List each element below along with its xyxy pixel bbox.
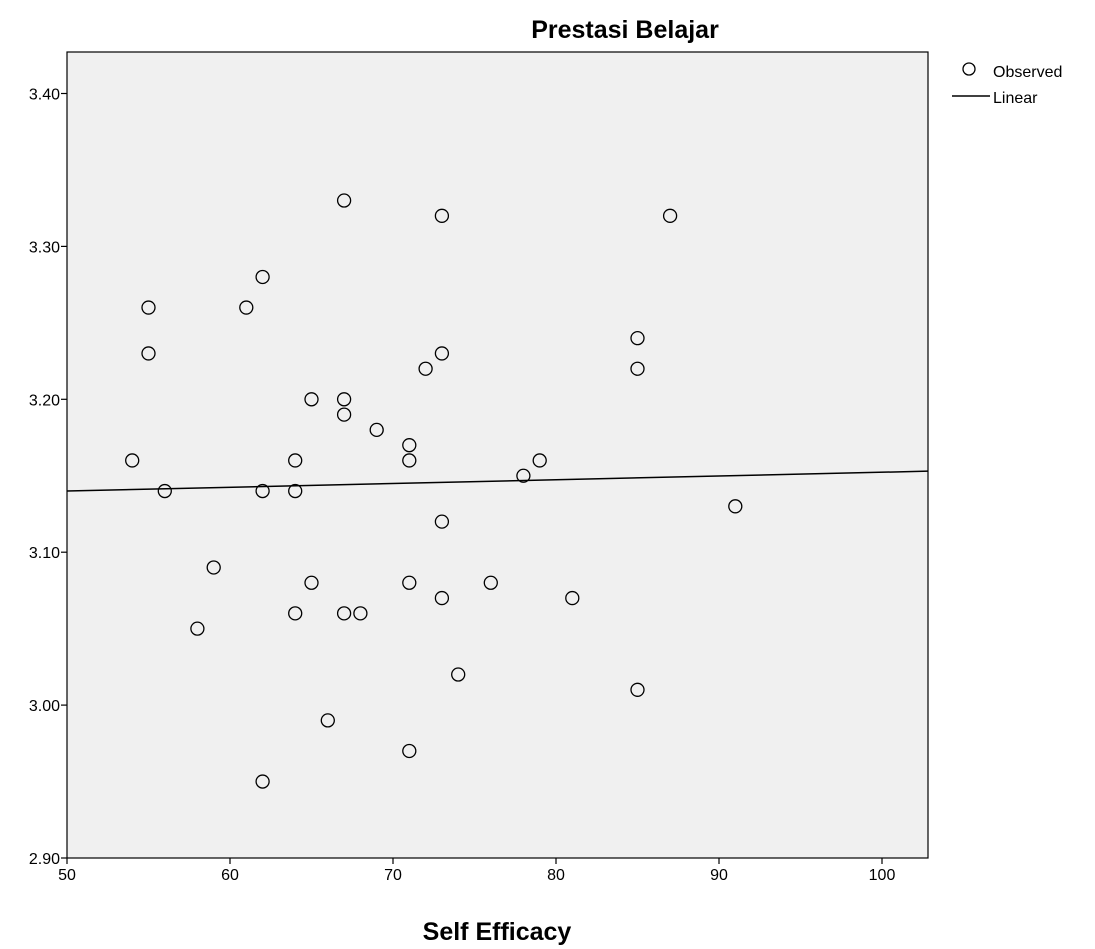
data-point — [141, 300, 156, 315]
y-tick-label: 3.20 — [29, 392, 60, 409]
data-point — [402, 453, 417, 468]
data-point — [288, 453, 303, 468]
data-point — [451, 667, 466, 682]
data-point — [336, 392, 352, 407]
fit-line-layer — [66, 470, 929, 492]
y-axis: 2.90 3.00 3.10 3.20 3.30 3.40 — [29, 87, 67, 868]
data-point — [125, 453, 140, 468]
data-point — [288, 483, 303, 499]
data-point — [434, 208, 450, 223]
data-point — [402, 575, 417, 590]
plot-area — [66, 51, 929, 859]
data-point — [255, 269, 270, 285]
data-point — [434, 346, 450, 361]
data-point — [336, 407, 352, 422]
data-point — [630, 330, 645, 346]
data-point — [630, 682, 645, 697]
legend-linear-label: Linear — [993, 90, 1038, 107]
legend: Observed Linear — [952, 62, 1062, 107]
data-point — [190, 621, 205, 636]
x-tick-label: 60 — [221, 867, 239, 884]
data-point — [630, 361, 645, 376]
data-point — [353, 606, 368, 621]
x-tick-label: 50 — [58, 867, 76, 884]
x-tick-label: 90 — [710, 867, 728, 884]
data-point — [418, 361, 433, 376]
data-point — [304, 392, 319, 407]
data-point — [532, 453, 547, 468]
data-point — [369, 422, 384, 438]
data-point — [255, 774, 270, 789]
data-point — [336, 193, 352, 208]
data-point — [565, 590, 580, 606]
y-tick-label: 3.10 — [29, 545, 60, 562]
data-point — [728, 499, 743, 514]
data-point — [402, 438, 417, 453]
data-point — [336, 606, 352, 621]
y-tick-label: 2.90 — [29, 851, 60, 868]
x-axis-label: Self Efficacy — [423, 918, 572, 946]
y-tick-label: 3.00 — [29, 698, 60, 715]
x-tick-label: 100 — [869, 867, 896, 884]
data-point — [434, 514, 450, 529]
x-axis: 50 60 70 80 90 100 — [58, 858, 895, 884]
data-point — [516, 468, 531, 483]
data-point — [434, 590, 450, 606]
linear-fit-line — [66, 470, 929, 492]
data-point — [255, 483, 270, 499]
data-point — [157, 483, 172, 499]
x-tick-label: 70 — [384, 867, 402, 884]
legend-observed-label: Observed — [993, 64, 1062, 81]
data-point — [320, 713, 335, 728]
scatter-points — [125, 193, 743, 789]
data-point — [483, 575, 498, 590]
data-point — [662, 208, 678, 223]
legend-observed-marker — [962, 62, 976, 76]
data-point — [288, 606, 303, 621]
data-point — [239, 300, 254, 315]
data-point — [402, 743, 417, 759]
y-tick-label: 3.30 — [29, 239, 60, 256]
x-tick-label: 80 — [547, 867, 565, 884]
data-point — [206, 560, 221, 575]
data-point — [141, 346, 156, 361]
chart-title: Prestasi Belajar — [531, 16, 719, 44]
data-point — [304, 575, 319, 590]
y-tick-label: 3.40 — [29, 87, 60, 104]
